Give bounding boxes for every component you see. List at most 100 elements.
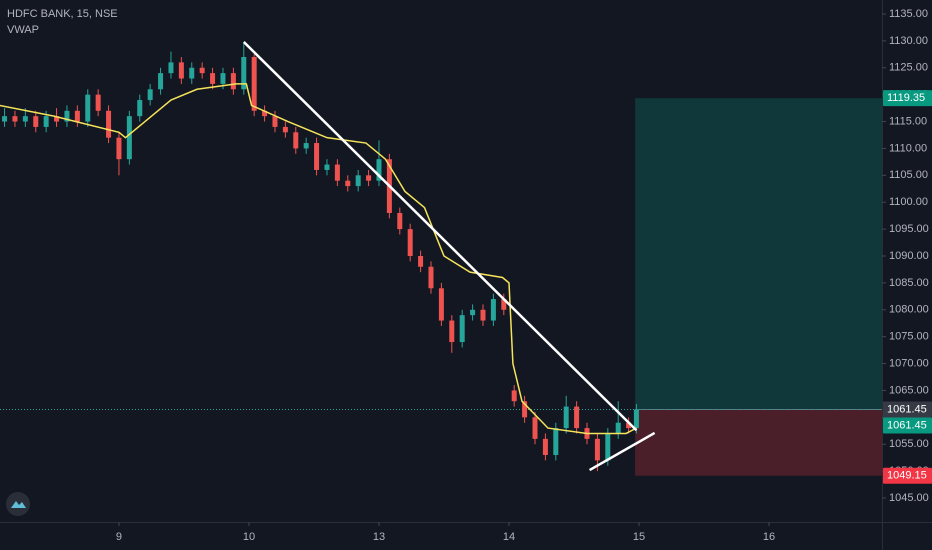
y-tick-label: 1090.00: [889, 250, 929, 262]
candle-body: [626, 422, 632, 429]
candle-body: [470, 309, 476, 316]
candle-body: [85, 94, 91, 122]
candle-body: [314, 143, 320, 170]
candle-body: [241, 57, 247, 90]
candle-body: [12, 116, 18, 122]
candle-body: [137, 100, 143, 117]
candle-body: [428, 266, 434, 289]
candle-body: [511, 390, 517, 402]
x-tick-label: 10: [243, 531, 255, 543]
candle-body: [158, 73, 164, 90]
candle-body: [54, 116, 60, 122]
candle-body: [178, 62, 184, 79]
y-tick-label: 1130.00: [889, 35, 928, 47]
y-tick-label: 1070.00: [889, 357, 929, 369]
trendline: [242, 41, 638, 432]
candle-body: [282, 126, 288, 133]
candle-body: [74, 110, 80, 122]
x-tick-label: 16: [763, 531, 775, 543]
indicator-name: VWAP: [7, 24, 39, 36]
y-tick-label: 1105.00: [889, 169, 928, 181]
candle-body: [293, 132, 299, 149]
candle-body: [230, 73, 236, 90]
last-price-label: 1061.45: [887, 403, 927, 415]
candle-body: [480, 309, 486, 321]
candle-body: [397, 212, 403, 230]
stop-label-bg: [883, 467, 932, 484]
logo: [6, 492, 30, 516]
x-tick-label: 9: [116, 531, 122, 543]
y-tick-label: 1135.00: [889, 8, 928, 20]
candle-body: [210, 73, 216, 84]
x-tick-label: 15: [633, 531, 645, 543]
candle-body: [459, 315, 465, 343]
candle-body: [615, 422, 621, 434]
y-tick-label: 1085.00: [889, 277, 929, 289]
y-tick-label: 1045.00: [889, 492, 929, 504]
candle-body: [522, 401, 528, 418]
candle-body: [594, 438, 600, 461]
candle-body: [542, 438, 548, 455]
target-label: 1119.35: [887, 92, 925, 104]
candle-body: [418, 255, 424, 267]
candle-body: [633, 409, 639, 429]
vwap-line: [0, 83, 637, 435]
candle-body: [262, 110, 268, 117]
target-label-bg: [883, 90, 932, 107]
candle-body: [501, 299, 507, 310]
stop-zone: [635, 409, 882, 476]
candle-body: [407, 229, 413, 256]
candle-body: [272, 116, 278, 127]
candle-body: [189, 67, 195, 79]
candle-body: [532, 417, 538, 439]
candle-body: [95, 94, 101, 111]
candle-body: [251, 57, 257, 111]
last-price-label-bg: [883, 401, 932, 418]
y-tick-label: 1115.00: [889, 115, 927, 127]
candle-body: [345, 180, 351, 187]
trendline: [588, 431, 656, 472]
x-tick-label: 14: [503, 531, 515, 543]
candle-body: [22, 116, 28, 122]
candle-body: [438, 288, 444, 321]
candle-body: [2, 116, 8, 122]
y-tick-label: 1110.00: [889, 142, 927, 154]
candle-body: [64, 110, 70, 122]
y-tick-label: 1080.00: [889, 304, 929, 316]
candle-body: [43, 116, 49, 127]
candle-body: [490, 299, 496, 321]
stop-label: 1049.15: [887, 470, 927, 482]
candle-body: [168, 62, 174, 74]
candle-body: [324, 164, 330, 170]
candle-body: [366, 175, 372, 181]
x-tick-label: 13: [373, 531, 385, 543]
entry-label: 1061.45: [887, 419, 927, 431]
candle-body: [355, 175, 361, 187]
candle-body: [116, 137, 122, 160]
candle-body: [334, 164, 340, 181]
entry-label-bg: [883, 417, 932, 434]
candle-body: [126, 116, 132, 160]
y-tick-label: 1065.00: [889, 384, 929, 396]
candle-body: [553, 428, 559, 455]
y-tick-label: 1095.00: [889, 223, 929, 235]
candle-body: [33, 116, 39, 127]
candle-body: [199, 67, 205, 74]
y-tick-label: 1100.00: [889, 196, 928, 208]
y-tick-label: 1075.00: [889, 331, 929, 343]
target-zone: [635, 98, 882, 410]
candle-body: [605, 433, 611, 461]
candle-body: [220, 73, 226, 84]
y-tick-label: 1125.00: [889, 62, 928, 74]
candle-body: [563, 406, 569, 429]
candle-body: [106, 110, 112, 138]
y-tick-label: 1055.00: [889, 438, 929, 450]
chart-title: HDFC BANK, 15, NSE: [7, 8, 118, 20]
candle-body: [303, 143, 309, 149]
candle-body: [147, 89, 153, 101]
candle-body: [449, 320, 455, 343]
candle-body: [574, 406, 580, 429]
candle-body: [376, 159, 382, 181]
